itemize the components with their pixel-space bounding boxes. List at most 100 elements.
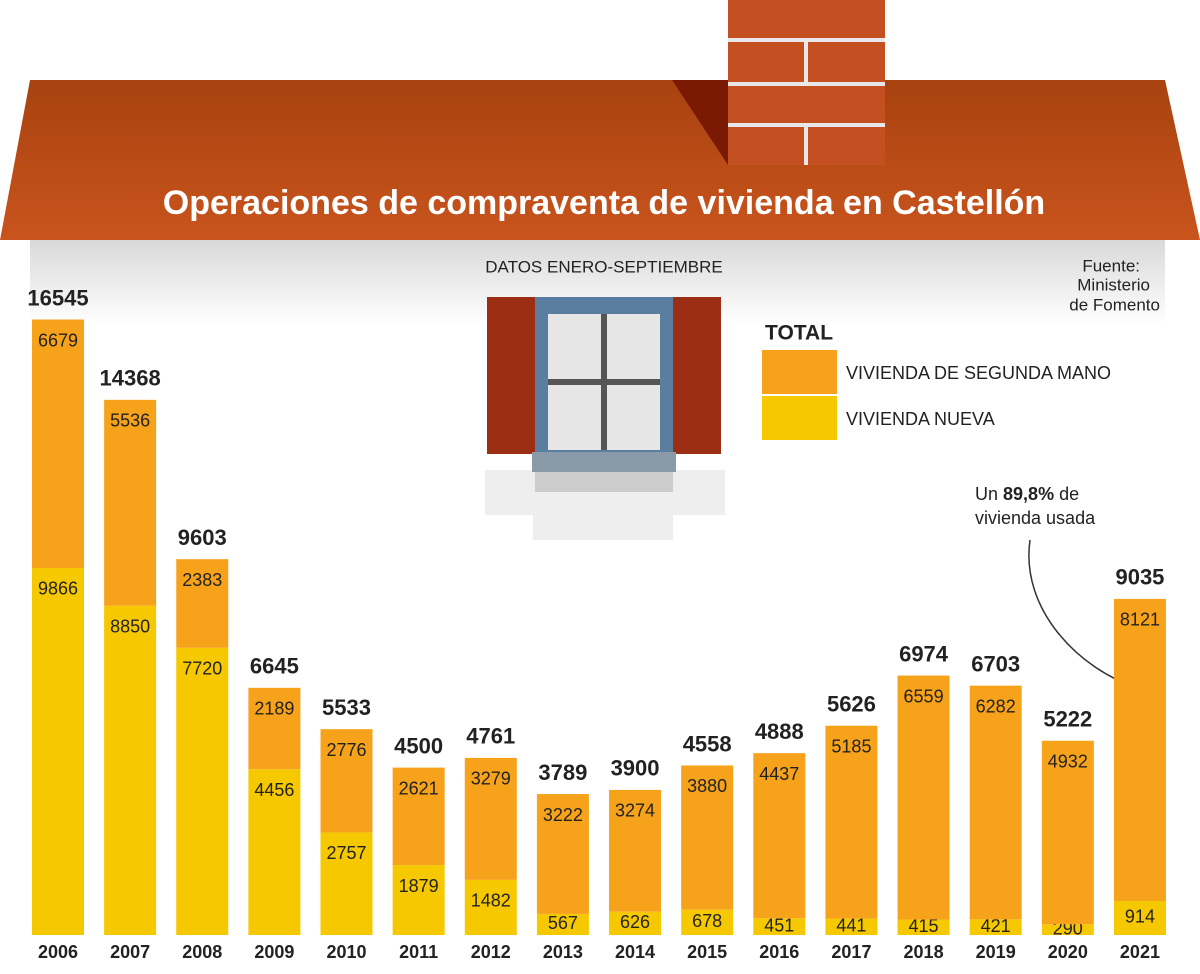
bar-segment xyxy=(1041,740,1094,925)
total-label: 4761 xyxy=(466,724,515,749)
total-label: 6974 xyxy=(899,641,949,666)
chimney xyxy=(728,0,885,165)
value-label: 6559 xyxy=(904,686,944,706)
legend-label: VIVIENDA DE SEGUNDA MANO xyxy=(846,363,1111,383)
value-label: 2383 xyxy=(182,570,222,590)
value-label: 3274 xyxy=(615,801,655,821)
total-label: 9603 xyxy=(178,525,227,550)
annotation: vivienda usada xyxy=(975,508,1096,528)
bar-segment xyxy=(1041,924,1094,935)
bar-segment xyxy=(32,567,84,935)
value-label: 2189 xyxy=(254,699,294,719)
x-tick-label: 2008 xyxy=(182,942,222,962)
value-label: 1879 xyxy=(399,876,439,896)
bar-segment xyxy=(104,605,157,935)
source: Ministerio xyxy=(1077,275,1150,294)
bar-segment xyxy=(392,767,445,866)
annotation-text: de xyxy=(1059,484,1079,504)
bar-segment xyxy=(825,725,878,919)
x-tick-label: 2013 xyxy=(543,942,583,962)
legend-title: TOTAL xyxy=(765,322,833,345)
window xyxy=(485,297,725,540)
bar-segment xyxy=(536,913,589,935)
annotation-bold: 89,8% xyxy=(1003,484,1054,504)
x-tick-label: 2011 xyxy=(399,942,438,962)
annotation: Un 89,8% de xyxy=(975,484,1079,504)
legend-swatch xyxy=(762,350,837,394)
bar-segment xyxy=(464,879,517,935)
bar-segment xyxy=(609,789,662,912)
x-tick-label: 2012 xyxy=(471,942,511,962)
value-label: 914 xyxy=(1125,907,1155,927)
total-label: 4888 xyxy=(755,719,804,744)
total-label: 5222 xyxy=(1043,707,1092,732)
value-label: 8121 xyxy=(1120,610,1160,630)
total-label: 9035 xyxy=(1115,565,1164,590)
legend-swatch xyxy=(762,396,837,440)
x-tick-label: 2007 xyxy=(110,942,150,962)
subtitle: DATOS ENERO-SEPTIEMBRE xyxy=(485,257,722,276)
value-label: 567 xyxy=(548,913,578,933)
x-tick-label: 2015 xyxy=(687,942,727,962)
x-tick-label: 2020 xyxy=(1048,942,1088,962)
x-tick-label: 2010 xyxy=(326,942,366,962)
x-tick-label: 2017 xyxy=(831,942,871,962)
total-label: 5533 xyxy=(322,695,371,720)
bar-segment xyxy=(248,687,301,770)
value-label: 2621 xyxy=(399,778,439,798)
value-label: 8850 xyxy=(110,617,150,637)
value-label: 415 xyxy=(909,916,939,936)
bar-segment xyxy=(753,918,806,935)
x-tick-label: 2021 xyxy=(1120,942,1160,962)
annotation-text: Un xyxy=(975,484,998,504)
bar-segment xyxy=(897,675,950,920)
value-label: 6679 xyxy=(38,330,78,350)
value-label: 3279 xyxy=(471,769,511,789)
bar-segment xyxy=(320,729,373,833)
bar-segment xyxy=(32,319,84,568)
bar-segment xyxy=(969,685,1022,920)
bar-segment xyxy=(825,918,878,935)
total-label: 6703 xyxy=(971,651,1020,676)
bar-segment xyxy=(536,794,589,914)
bar-segment xyxy=(1113,598,1166,901)
source: de Fomento xyxy=(1069,295,1160,314)
value-label: 451 xyxy=(764,915,794,935)
value-label: 9866 xyxy=(38,579,78,599)
value-label: 626 xyxy=(620,912,650,932)
bar-segment xyxy=(681,909,734,935)
bar-segment xyxy=(609,911,662,935)
value-label: 5185 xyxy=(831,736,871,756)
value-label: 2757 xyxy=(326,843,366,863)
total-label: 5626 xyxy=(827,692,876,717)
x-tick-label: 2018 xyxy=(904,942,944,962)
bar-segment xyxy=(897,919,950,935)
value-label: 1482 xyxy=(471,891,511,911)
bar-segment xyxy=(320,832,373,935)
legend-label: VIVIENDA NUEVA xyxy=(846,409,995,429)
x-tick-label: 2016 xyxy=(759,942,799,962)
value-label: 4456 xyxy=(254,780,294,800)
source: Fuente: xyxy=(1082,256,1140,275)
bar-segment xyxy=(176,559,229,648)
value-label: 3880 xyxy=(687,776,727,796)
bar-segment xyxy=(392,865,445,935)
bar-segment xyxy=(248,769,301,935)
x-tick-label: 2006 xyxy=(38,942,78,962)
bar-segment xyxy=(1113,900,1166,935)
bar-segment xyxy=(753,753,806,919)
value-label: 3222 xyxy=(543,805,583,825)
total-label: 4500 xyxy=(394,733,443,758)
value-label: 4932 xyxy=(1048,751,1088,771)
chimney-shadow xyxy=(672,80,728,165)
bar-segment xyxy=(104,399,157,606)
total-label: 3789 xyxy=(538,760,587,785)
value-label: 6282 xyxy=(976,696,1016,716)
bar-segment xyxy=(464,757,517,880)
value-label: 421 xyxy=(981,916,1011,936)
total-label: 6645 xyxy=(250,654,299,679)
value-label: 2776 xyxy=(326,740,366,760)
x-tick-label: 2019 xyxy=(976,942,1016,962)
x-tick-label: 2009 xyxy=(254,942,294,962)
